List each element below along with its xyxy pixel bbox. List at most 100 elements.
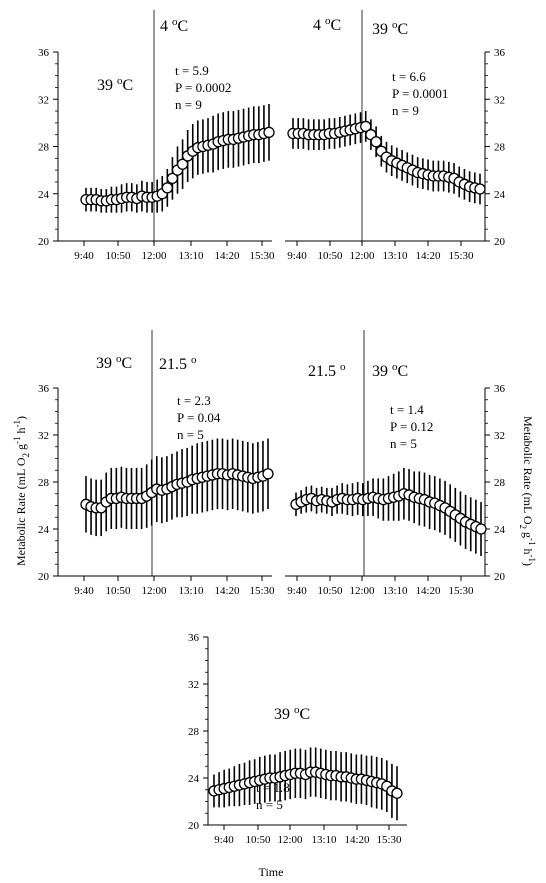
panel-middle-right: 20 24 28 32 36 9:40 10:50 12:00 13:10 14:20 15:30 2… (285, 330, 506, 597)
y-tick-label: 32 (494, 430, 505, 442)
data-point (262, 468, 274, 480)
y-tick-label: 28 (188, 726, 200, 738)
panel-top-left: 20 24 28 32 36 9:40 10:50 12:00 13:10 14:20 15:30 3… (38, 10, 275, 262)
x-tick-label: 15:30 (448, 250, 474, 262)
stat-label: t = 6.6 (392, 69, 426, 84)
y-tick-label: 36 (494, 47, 506, 59)
x-tick-label: 10:50 (245, 834, 271, 846)
x-tick-label: 9:40 (214, 834, 234, 846)
y-axis-label-left: Metabolic Rate (mL O2 g-1 h-1) (12, 416, 31, 566)
y-tick-label: 36 (38, 47, 50, 59)
y-tick-label: 28 (38, 477, 50, 489)
x-tick-label: 14:20 (415, 250, 441, 262)
y-tick-label: 36 (38, 383, 50, 395)
data-points (208, 766, 403, 799)
chart-panels: 20 24 28 32 36 9:40 10:50 12:00 13:10 14:20 15:30 3… (38, 10, 506, 846)
y-tick-label: 20 (188, 820, 200, 832)
phase-label: 4 oC (160, 16, 188, 35)
phase-label: 4 oC (313, 15, 341, 34)
phase-label: 21.5 o (159, 354, 197, 373)
x-tick-label: 13:10 (178, 585, 204, 597)
x-tick-label: 15:30 (448, 585, 474, 597)
x-tick-label: 10:50 (105, 250, 131, 262)
stat-label: n = 9 (175, 97, 202, 112)
x-tick-label: 15:30 (249, 250, 275, 262)
stat-label: n = 5 (256, 797, 283, 812)
data-points (290, 488, 487, 535)
stat-label: P = 0.0002 (175, 80, 231, 95)
y-tick-label: 24 (494, 524, 506, 536)
x-tick-label: 15:30 (249, 585, 275, 597)
data-point (474, 183, 486, 195)
stat-label: t = 1.4 (390, 402, 424, 417)
y-tick-label: 28 (38, 142, 50, 154)
stat-label: n = 9 (392, 103, 419, 118)
stat-label: P = 0.04 (177, 410, 221, 425)
stat-label: t = 5.9 (175, 63, 209, 78)
panel-bottom: 20 24 28 32 36 9:40 10:50 12:00 13:10 14:20 15:30 3… (188, 632, 407, 846)
x-tick-label: 10:50 (105, 585, 131, 597)
x-tick-label: 9:40 (287, 585, 307, 597)
x-axis-label: Time (259, 865, 284, 879)
x-tick-label: 13:10 (178, 250, 204, 262)
y-tick-label: 20 (38, 236, 50, 248)
x-tick-label: 12:00 (349, 250, 375, 262)
data-point (263, 126, 275, 138)
data-point (161, 182, 173, 194)
y-tick-label: 36 (494, 383, 506, 395)
x-tick-label: 13:10 (311, 834, 337, 846)
x-tick-label: 14:20 (214, 250, 240, 262)
phase-label: 39 oC (96, 353, 132, 372)
x-tick-label: 12:00 (141, 585, 167, 597)
y-tick-label: 24 (38, 189, 50, 201)
y-tick-label: 20 (38, 571, 50, 583)
x-tick-label: 14:20 (344, 834, 370, 846)
data-point (166, 172, 179, 185)
x-tick-label: 15:30 (376, 834, 402, 846)
y-tick-label: 20 (494, 571, 506, 583)
x-tick-label: 9:40 (287, 250, 307, 262)
y-tick-label: 28 (494, 142, 506, 154)
data-points (80, 126, 275, 207)
x-tick-label: 13:10 (382, 250, 408, 262)
y-tick-label: 36 (188, 632, 200, 644)
data-points (80, 468, 274, 514)
phase-label: 39 oC (274, 704, 310, 723)
phase-label: 39 oC (97, 75, 133, 94)
stat-label: n = 5 (177, 427, 204, 442)
phase-label: 21.5 o (308, 361, 346, 380)
stat-label: n = 5 (390, 436, 417, 451)
stat-label: P = 0.0001 (392, 86, 448, 101)
phase-label: 39 oC (372, 361, 408, 380)
x-tick-label: 12:00 (141, 250, 167, 262)
x-tick-label: 9:40 (74, 585, 94, 597)
panel-middle-left: 20 24 28 32 36 9:40 10:50 12:00 13:10 14:20 15:30 3… (38, 330, 275, 597)
y-tick-label: 24 (494, 189, 506, 201)
y-tick-label: 32 (38, 94, 49, 106)
x-tick-label: 12:00 (277, 834, 303, 846)
y-axis-label-right: Metabolic Rate (mL O2 g-1 h-1) (518, 416, 537, 566)
panel-top-right: 20 24 28 32 36 9:40 10:50 12:00 13:10 14:20 15:30 4… (285, 10, 506, 262)
x-tick-label: 13:10 (382, 585, 408, 597)
data-point (360, 120, 372, 133)
y-tick-label: 32 (494, 94, 505, 106)
y-tick-label: 28 (494, 477, 506, 489)
data-points (287, 120, 486, 195)
x-tick-label: 14:20 (415, 585, 441, 597)
x-tick-label: 9:40 (74, 250, 94, 262)
y-tick-label: 24 (188, 773, 200, 785)
x-tick-label: 10:50 (317, 585, 343, 597)
stat-label: P = 0.12 (390, 419, 433, 434)
stat-label: t = 2.3 (177, 393, 211, 408)
y-tick-label: 24 (38, 524, 50, 536)
data-point (475, 523, 487, 535)
y-tick-label: 32 (188, 679, 199, 691)
data-point (370, 136, 382, 148)
data-point (176, 158, 189, 170)
y-tick-label: 20 (494, 236, 506, 248)
y-tick-label: 32 (38, 430, 49, 442)
phase-label: 39 oC (372, 19, 408, 38)
x-tick-label: 14:20 (214, 585, 240, 597)
x-tick-label: 12:00 (349, 585, 375, 597)
